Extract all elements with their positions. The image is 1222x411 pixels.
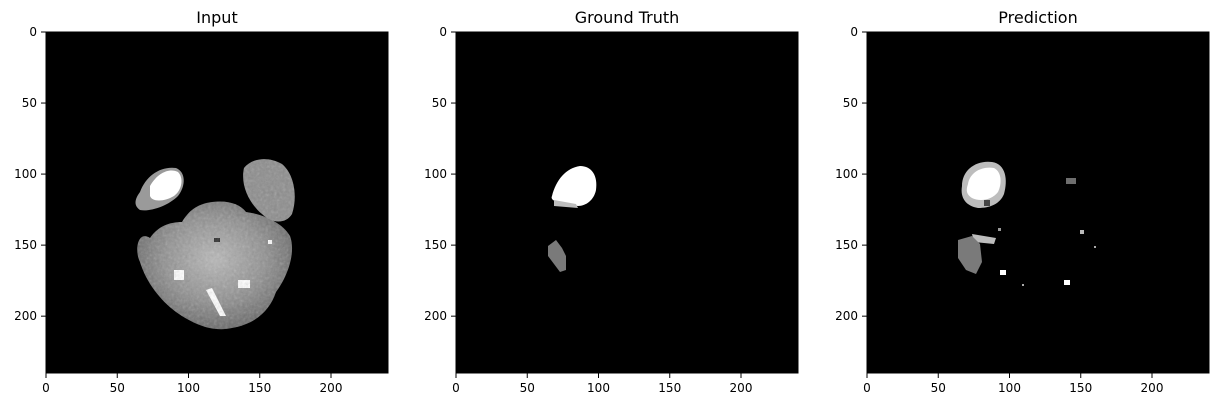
y-tick-label: 50: [843, 96, 858, 110]
x-tick-label: 0: [452, 381, 460, 395]
brain-tissue: [135, 159, 295, 330]
image-prediction: [867, 32, 1209, 373]
x-tick-label: 0: [42, 381, 50, 395]
panel-title: Input: [196, 8, 237, 27]
prediction-specks: [998, 228, 1096, 286]
panel-input: Input 0 50 1: [14, 8, 389, 395]
y-tick-label: 0: [29, 25, 37, 39]
y-tick-label: 50: [22, 96, 37, 110]
axes-frame: [45, 31, 389, 374]
tumor-mask-gray: [548, 240, 566, 272]
panel-prediction: Prediction 0 50 100 150 200 0 50 100: [835, 8, 1210, 395]
axes: 0 50 100 150 200 0 50 100 150 200: [424, 25, 799, 395]
y-tick-label: 150: [424, 238, 447, 252]
x-tick-label: 50: [520, 381, 535, 395]
y-tick-label: 100: [424, 167, 447, 181]
x-tick-label: 100: [998, 381, 1021, 395]
prediction-mask-light: [961, 161, 1006, 244]
image-ground-truth: [456, 32, 798, 373]
x-tick-label: 0: [863, 381, 871, 395]
x-tick-label: 100: [587, 381, 610, 395]
tumor-mask-light: [551, 166, 597, 208]
image-input: [46, 32, 388, 373]
x-tick-label: 150: [658, 381, 681, 395]
y-tick-label: 0: [850, 25, 858, 39]
y-tick-label: 0: [439, 25, 447, 39]
x-tick-label: 50: [110, 381, 125, 395]
x-tick-label: 200: [730, 381, 753, 395]
axes-frame: [866, 31, 1210, 374]
y-tick-label: 50: [432, 96, 447, 110]
x-tick-label: 50: [931, 381, 946, 395]
panel-ground-truth: Ground Truth 0 50 100 150 200 0 50 100 150 200: [424, 8, 799, 395]
x-tick-label: 150: [248, 381, 271, 395]
axes: 0 50 100 150 200 0 50 100 150 200: [14, 25, 389, 395]
x-tick-label: 200: [1141, 381, 1164, 395]
y-tick-label: 100: [14, 167, 37, 181]
x-tick-label: 150: [1069, 381, 1092, 395]
x-tick-label: 100: [177, 381, 200, 395]
y-tick-label: 100: [835, 167, 858, 181]
x-tick-label: 200: [320, 381, 343, 395]
y-tick-label: 150: [14, 238, 37, 252]
y-tick-label: 150: [835, 238, 858, 252]
y-tick-label: 200: [424, 309, 447, 323]
axes: 0 50 100 150 200 0 50 100 150 200: [835, 25, 1210, 395]
y-tick-label: 200: [14, 309, 37, 323]
prediction-mask-gray: [958, 178, 1076, 274]
panel-title: Ground Truth: [575, 8, 680, 27]
axes-frame: [455, 31, 799, 374]
y-tick-label: 200: [835, 309, 858, 323]
panel-title: Prediction: [998, 8, 1077, 27]
